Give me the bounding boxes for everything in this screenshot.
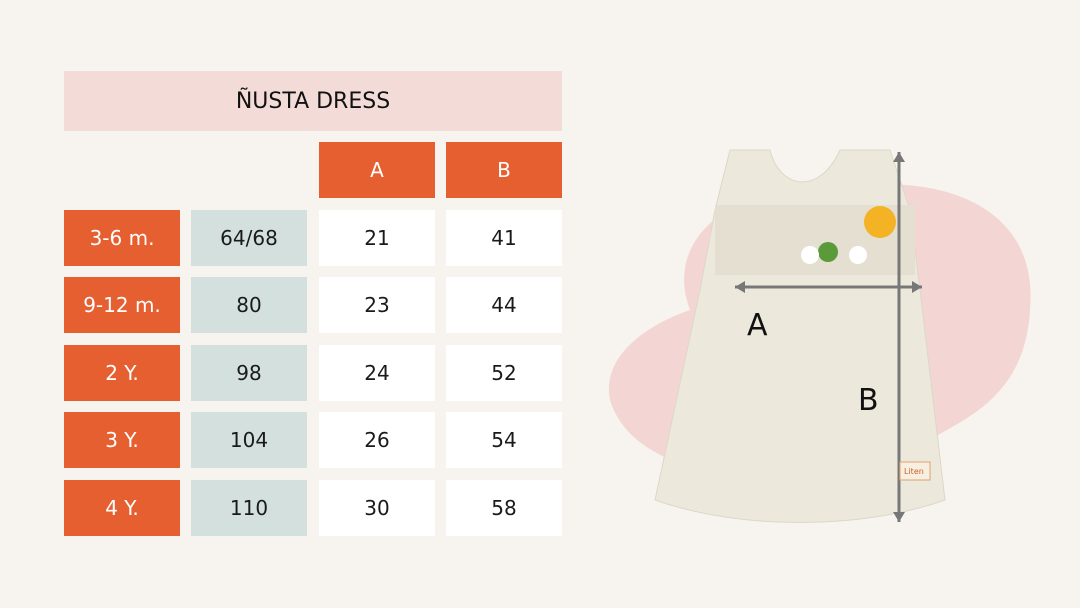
size-cell: 104 [191, 412, 307, 468]
brand-tag [899, 461, 931, 481]
value-a-cell: 26 [319, 412, 435, 468]
value-a-cell: 21 [319, 210, 435, 266]
value-a-cell: 30 [319, 480, 435, 536]
label-a: A [747, 308, 768, 343]
value-b-cell: 41 [446, 210, 562, 266]
age-cell: 2 Y. [64, 345, 180, 401]
value-b-cell: 52 [446, 345, 562, 401]
value-a-cell: 23 [319, 277, 435, 333]
size-cell: 64/68 [191, 210, 307, 266]
label-b: B [858, 383, 879, 418]
column-header-a: A [319, 142, 435, 198]
value-b-cell: 44 [446, 277, 562, 333]
chart-title: ÑUSTA DRESS [64, 71, 562, 131]
value-b-cell: 54 [446, 412, 562, 468]
age-cell: 4 Y. [64, 480, 180, 536]
dress-illustration: A B Liten [608, 149, 1031, 523]
sun-icon [864, 206, 896, 238]
value-b-cell: 58 [446, 480, 562, 536]
age-cell: 3 Y. [64, 412, 180, 468]
cactus-icon [818, 242, 838, 262]
size-cell: 110 [191, 480, 307, 536]
size-cell: 98 [191, 345, 307, 401]
size-cell: 80 [191, 277, 307, 333]
value-a-cell: 24 [319, 345, 435, 401]
svg-text:Liten: Liten [904, 467, 924, 476]
column-header-b: B [446, 142, 562, 198]
age-cell: 9-12 m. [64, 277, 180, 333]
age-cell: 3-6 m. [64, 210, 180, 266]
